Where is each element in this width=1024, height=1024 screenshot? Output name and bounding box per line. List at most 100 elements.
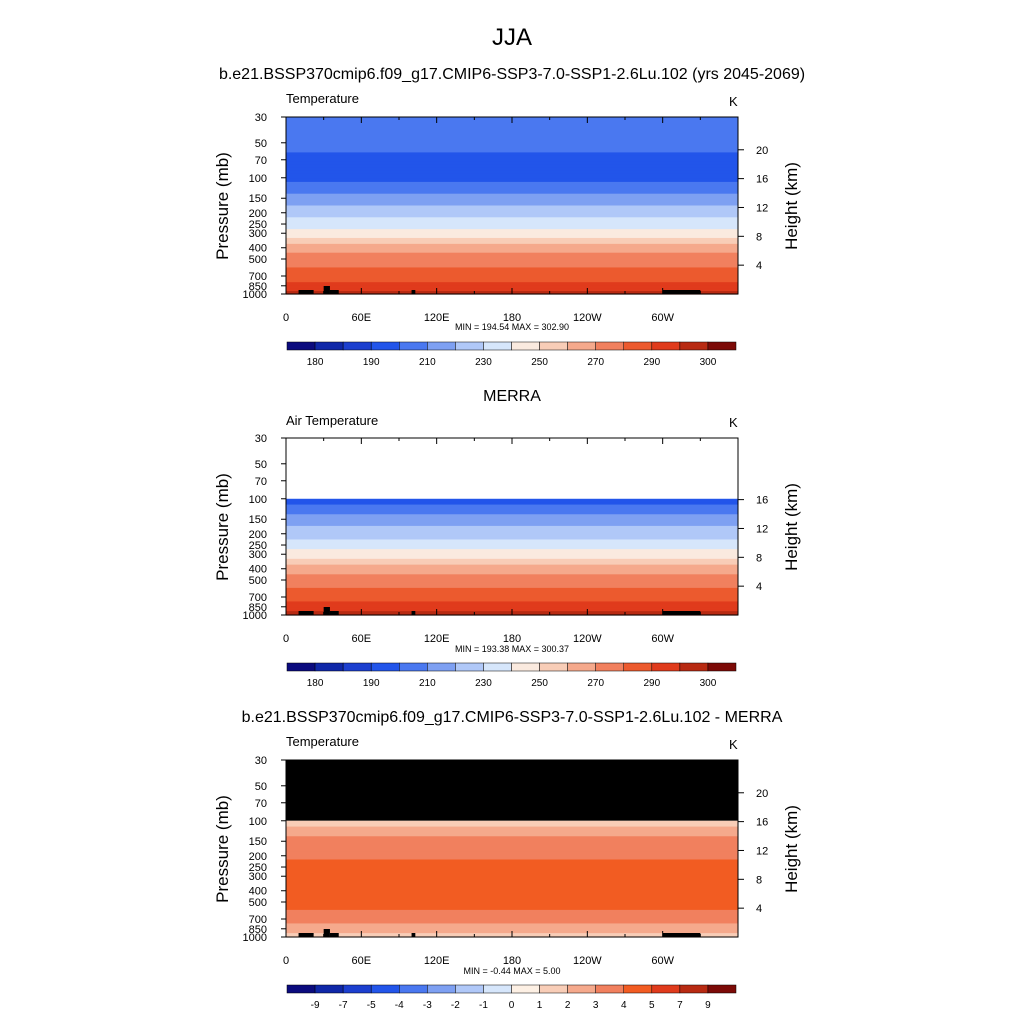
contour-band [286, 925, 738, 928]
colorbar-label: 290 [643, 678, 660, 689]
contour-band [286, 838, 738, 841]
topography-mask [329, 290, 339, 294]
contour-band [286, 601, 738, 604]
contour-band [286, 264, 738, 269]
contour-band [286, 220, 738, 224]
contour-band [286, 164, 738, 168]
contour-band [286, 226, 738, 230]
colorbar-swatch [651, 984, 681, 994]
contour-band [286, 871, 738, 874]
contour-band [286, 134, 738, 139]
colorbar-swatch [314, 984, 344, 994]
colorbar-swatch [539, 984, 568, 994]
colorbar-swatch [567, 341, 596, 351]
contour-band [286, 246, 738, 251]
x-tick-label: 120E [424, 312, 450, 324]
colorbar-label: 0 [509, 1000, 515, 1011]
contour-band [286, 882, 738, 886]
y-tick-label: 250 [249, 219, 267, 231]
contour-band [286, 584, 738, 587]
contour-band [286, 535, 738, 539]
contour-band [286, 853, 738, 857]
colorbar-swatch [286, 341, 316, 351]
colorbar-swatch [623, 341, 653, 351]
contour-band [286, 876, 738, 880]
contour-band [286, 140, 738, 145]
colorbar-label: 190 [363, 678, 380, 689]
contour-band [286, 525, 738, 529]
colorbar-swatch [483, 662, 512, 672]
contour-band [286, 187, 738, 192]
contour-band [286, 869, 738, 872]
colorbar-label: 5 [649, 1000, 655, 1011]
contour-band [286, 599, 738, 603]
contour-band [286, 533, 738, 537]
colorbar-label: 230 [475, 678, 492, 689]
colorbar-swatch [511, 341, 540, 351]
contour-band [286, 547, 738, 550]
y2-tick-label: 12 [756, 845, 768, 857]
variable-label: Temperature [286, 91, 359, 106]
contour-band [286, 851, 738, 855]
contour-band [286, 824, 738, 828]
colorbar-swatch [455, 341, 484, 351]
colorbar-label: 9 [705, 1000, 711, 1011]
contour-band [286, 595, 738, 599]
x-tick-label: 60E [352, 633, 372, 645]
y-tick-label: 150 [249, 514, 267, 526]
contour-band [286, 122, 738, 127]
contour-band [286, 128, 738, 133]
colorbar-swatch [707, 341, 737, 351]
colorbar-label: 230 [475, 357, 492, 368]
y-tick-label: 500 [249, 575, 267, 587]
contour-band [286, 249, 738, 254]
contour-band [286, 237, 738, 242]
contour-band [286, 913, 738, 917]
contour-band [286, 161, 738, 165]
panel-merra: MERRA Air Temperature K Pressure (mb) He… [213, 388, 801, 689]
contour-band [286, 543, 738, 546]
colorbar-swatch [679, 984, 709, 994]
panel-title: b.e21.BSSP370cmip6.f09_g17.CMIP6-SSP3-7.… [242, 709, 783, 726]
contour-band [286, 223, 738, 227]
contour-band [286, 861, 738, 864]
colorbar-swatch [539, 662, 568, 672]
contour-band [286, 828, 738, 832]
colorbar-swatch [623, 662, 653, 672]
units-label: K [729, 415, 738, 430]
contour-band [286, 258, 738, 263]
y-tick-label: 70 [255, 155, 267, 167]
colorbar-swatch [483, 341, 512, 351]
panel-difference: b.e21.BSSP370cmip6.f09_g17.CMIP6-SSP3-7.… [213, 709, 801, 1011]
contour-band [286, 896, 738, 899]
contour-band [286, 279, 738, 283]
contour-band [286, 125, 738, 130]
y2-axis-label: Height (km) [782, 483, 801, 571]
colorbar-label: 2 [565, 1000, 571, 1011]
contour-band [286, 202, 738, 207]
contour-band [286, 863, 738, 866]
colorbar: 180 190 210 230 250 270 290 300 [286, 662, 737, 689]
contour-band [286, 921, 738, 925]
contour-band [286, 578, 738, 581]
contour-band [286, 131, 738, 136]
contour-band [286, 529, 738, 533]
colorbar-swatch [595, 341, 624, 351]
y-axis-label: Pressure (mb) [213, 473, 232, 581]
contour-band [286, 527, 738, 531]
contour-band [286, 906, 738, 909]
contour-band [286, 516, 738, 519]
contour-band [286, 589, 738, 593]
colorbar-swatch [427, 662, 456, 672]
contour-band [286, 551, 738, 554]
colorbar-swatch [286, 984, 316, 994]
colorbar-label: -1 [479, 1000, 488, 1011]
contour-band [286, 849, 738, 853]
contour-band [286, 232, 738, 236]
contour-band [286, 873, 738, 876]
contour-band [286, 909, 738, 913]
contour-band [286, 842, 738, 845]
y-tick-label: 100 [249, 494, 267, 506]
colorbar-label: 210 [419, 678, 436, 689]
y2-tick-label: 8 [756, 552, 762, 564]
